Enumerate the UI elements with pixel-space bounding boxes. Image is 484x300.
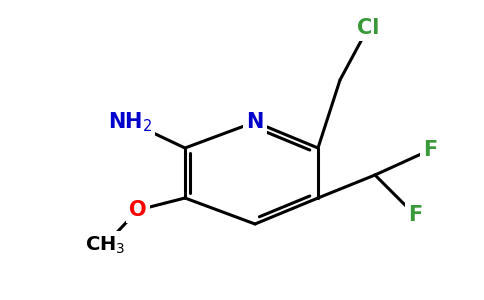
Text: NH$_2$: NH$_2$	[108, 110, 152, 134]
Text: N: N	[246, 112, 264, 132]
Text: F: F	[423, 140, 437, 160]
Text: O: O	[129, 200, 147, 220]
Text: CH$_3$: CH$_3$	[85, 234, 125, 256]
Text: F: F	[408, 205, 422, 225]
Text: Cl: Cl	[357, 18, 379, 38]
